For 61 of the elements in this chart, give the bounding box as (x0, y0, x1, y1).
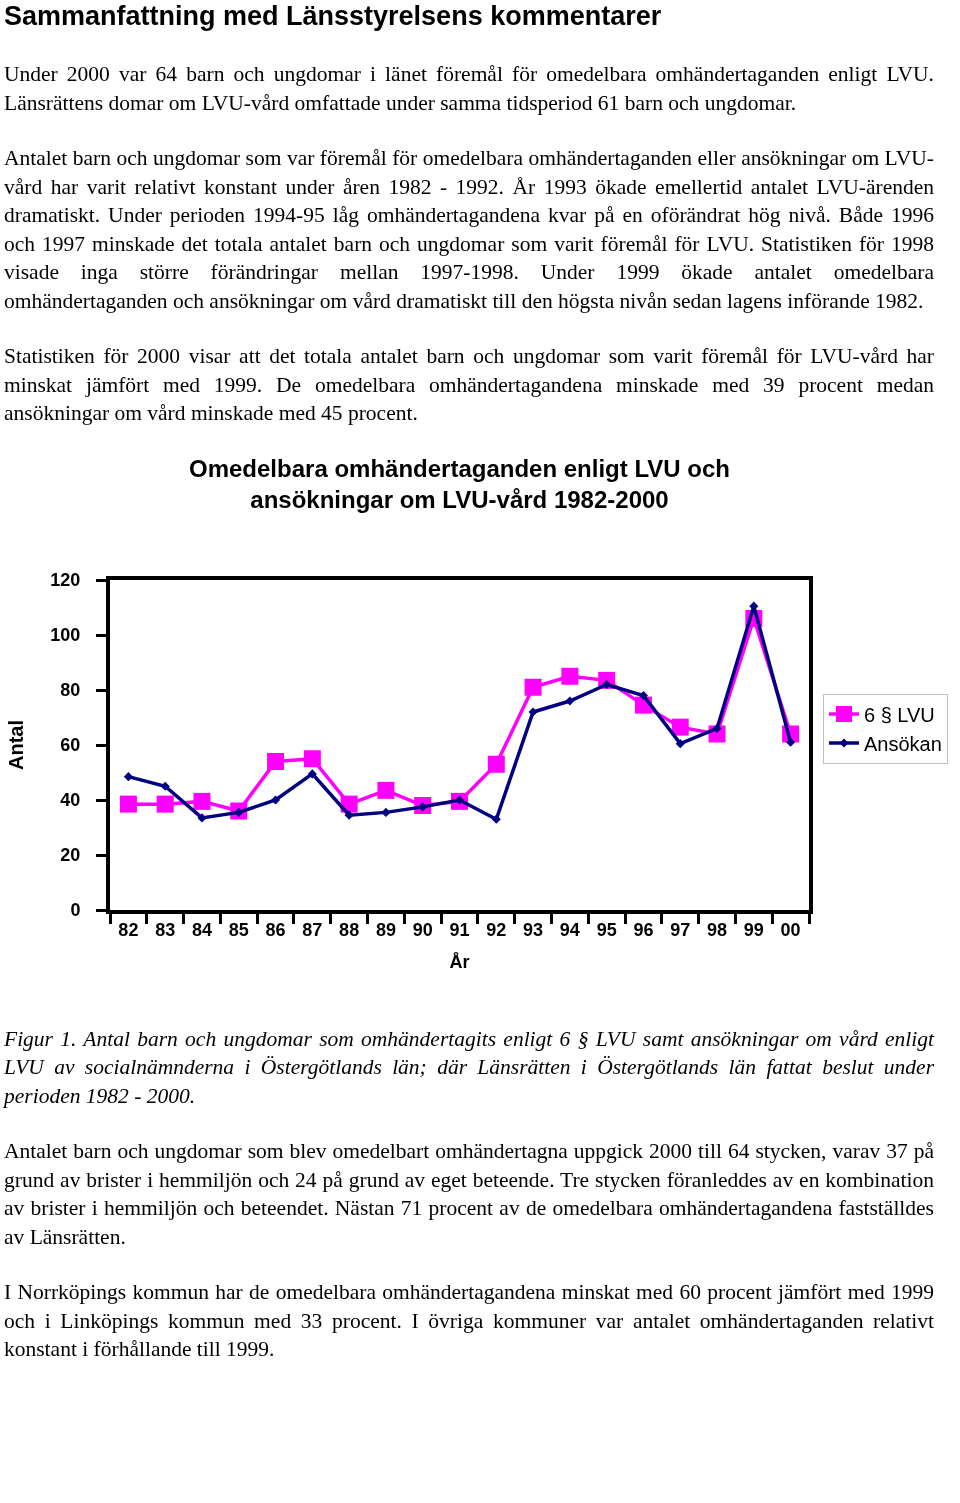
point (267, 752, 285, 770)
x-tick-label: 92 (486, 919, 507, 940)
point (303, 749, 321, 767)
text: Figur 1. Antal barn och ungdomar som omhändertagits enligt 6 § LVU samt ansökningar om vård enligt LVU av socialnämnderna i Östergötlands län; där Länsrätten i Östergötlands län fattat beslut under perioden 1982 - 2000. (4, 1025, 934, 1110)
point (123, 771, 133, 781)
x-tick-label: 89 (375, 919, 396, 940)
x-tick-label: 90 (412, 919, 433, 940)
x-tick-label: 91 (449, 919, 470, 940)
point (638, 690, 648, 700)
x-tick-label: 98 (707, 919, 728, 940)
text: Statistiken för 2000 visar att det totala antalet barn och ungdomar som varit föremål för LVU-vård har minskat jämfört med 1999. De omedelbara omhändertagandena minskade med 39 procent medan ansökningar om vård minskade med 45 procent. (4, 343, 934, 427)
point (160, 781, 170, 791)
x-tick-label: 85 (228, 919, 249, 940)
text: Under 2000 var 64 barn och ungdomar i länet föremål för omedelbara omhändertaganden enligt LVU. Länsrättens domar om LVU-vård omfattade under samma tidsperiod 61 barn och ungdomar. (4, 61, 934, 117)
point (528, 706, 538, 717)
x-tick-label: 00 (780, 919, 801, 940)
chart-title: Omedelbara omhändertaganden enligt LVU och ansökningar om LVU-vård 1982-2000 (189, 454, 730, 513)
text: I Norrköpings kommun har de omedelbara omhändertagandena minskat med 60 procent jämfört med 1999 och i Linköpings kommun med 33 procent. I övriga kommuner var antalet omhändertaganden relativt konstant i förhållande till 1999. (4, 1279, 934, 1363)
x-tick-label: 99 (743, 919, 764, 940)
x-tick-label: 97 (670, 919, 691, 940)
point (786, 737, 796, 747)
point (561, 667, 579, 685)
x-tick-label: 83 (155, 919, 176, 940)
point (377, 781, 395, 799)
x-tick-label: 96 (633, 919, 654, 940)
point (197, 812, 207, 822)
point (712, 723, 722, 733)
point (271, 794, 281, 805)
x-tick-label: 94 (559, 919, 580, 940)
text: Antalet barn och ungdomar som blev omedelbart omhändertagna uppgick 2000 till 64 stycken, varav 37 på grund av brister i hemmiljön och 24 på grund av eget beteende. Tre stycken föranleddes av en kombination av brister i hemmiljön och beteendet. Nästan 71 procent av de omedelbara omhändertagandena fastställdes av Länsrätten. (4, 1138, 934, 1251)
point (344, 810, 354, 820)
y-tick-label: 20 (60, 844, 81, 865)
legend-label: 6 § LVU (863, 703, 935, 726)
point (193, 792, 211, 810)
x-tick-label: 84 (191, 919, 212, 940)
legend-label: Ansökan (863, 732, 942, 755)
point (491, 814, 501, 824)
y-tick-label: 40 (60, 789, 81, 810)
point (524, 678, 542, 696)
y-tick-label: 80 (60, 679, 81, 700)
point (119, 795, 137, 813)
x-axis-title: År (449, 951, 470, 972)
y-tick-label: 120 (50, 569, 81, 590)
text: Antalet barn och ungdomar som var föremål för omedelbara omhändertaganden eller ansökningar om LVU-vård har varit relativt konstant under åren 1982 - 1992. År 1993 ökade emellertid antalet LVU-ärenden dramatiskt. Under perioden 1994-95 låg omhändertagandena kvar på en oförändrat hög nivå. Både 1996 och 1997 minskade det totala antalet barn och ungdomar som varit föremål för LVU. Statistiken för 1998 visade inga större förändringar mellan 1997-1998. Under 1999 ökade antalet omedelbara omhändertaganden och ansökningar om vård dramatiskt till den högsta nivån sedan lagens införande 1982. (4, 145, 934, 315)
x-tick-label: 88 (339, 919, 360, 940)
x-tick-label: 93 (523, 919, 544, 940)
x-tick-label: 95 (596, 919, 617, 940)
x-tick-label: 82 (118, 919, 139, 940)
point (156, 795, 174, 813)
point (675, 738, 685, 748)
x-tick-label: 87 (302, 919, 323, 940)
y-axis-title: Antal (5, 719, 28, 770)
x-tick-label: 86 (265, 919, 286, 940)
point (565, 695, 575, 706)
point (487, 755, 505, 773)
point (307, 768, 317, 778)
point (671, 718, 689, 736)
y-tick-label: 100 (50, 624, 81, 645)
y-tick-label: 60 (60, 734, 81, 755)
text: Sammanfattning med Länsstyrelsens kommentarer (4, 0, 663, 32)
y-tick-label: 0 (70, 899, 81, 920)
